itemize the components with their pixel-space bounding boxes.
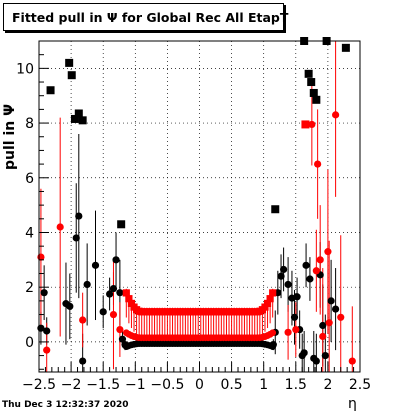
data-point bbox=[284, 280, 292, 289]
data-point-square bbox=[271, 205, 280, 214]
data-point-square bbox=[65, 58, 74, 67]
x-tick-label: 1.5 bbox=[285, 377, 307, 393]
data-point bbox=[109, 284, 118, 293]
data-point bbox=[300, 349, 308, 357]
data-point bbox=[306, 275, 314, 283]
data-point-square bbox=[74, 109, 83, 118]
data-point-square bbox=[78, 116, 87, 125]
data-point bbox=[290, 313, 299, 321]
data-point bbox=[277, 272, 285, 280]
data-point bbox=[116, 325, 124, 334]
y-tick-label: 8 bbox=[25, 116, 34, 132]
data-point bbox=[109, 310, 118, 319]
plateau-square bbox=[127, 299, 136, 308]
data-point bbox=[118, 335, 127, 343]
data-point-square bbox=[46, 86, 55, 95]
x-axis-label: η bbox=[348, 396, 357, 412]
data-point bbox=[327, 297, 335, 305]
data-point bbox=[337, 313, 345, 321]
plateau-square bbox=[266, 295, 274, 303]
data-point-square bbox=[341, 43, 350, 52]
data-point bbox=[106, 290, 114, 298]
data-point bbox=[319, 321, 327, 330]
x-tick-label: 2 bbox=[323, 377, 332, 393]
data-point bbox=[332, 305, 340, 313]
y-tick-label: 0 bbox=[25, 335, 34, 351]
data-point-square bbox=[117, 220, 126, 229]
x-tick-label: 2.5 bbox=[349, 377, 371, 393]
data-point bbox=[348, 357, 356, 365]
data-point bbox=[292, 325, 300, 334]
data-point-square bbox=[312, 95, 321, 104]
plateau-square bbox=[263, 299, 272, 308]
y-tick-label: 10 bbox=[16, 61, 34, 77]
timestamp: Thu Dec 3 12:32:37 2020 bbox=[2, 400, 129, 410]
axes: −2.5 −2 −1.5 −1 −0.5 0 0.5 1 1.5 2 2.5 0 2 4 6 8 10 bbox=[16, 40, 371, 393]
data-point bbox=[91, 261, 100, 269]
y-tick-label: 4 bbox=[25, 225, 34, 241]
x-tick-label: −1.5 bbox=[86, 377, 120, 393]
data-point bbox=[308, 120, 316, 129]
data-point bbox=[312, 357, 320, 365]
x-tick-label: −2.5 bbox=[22, 377, 56, 393]
data-point-square bbox=[309, 88, 318, 97]
data-point bbox=[316, 256, 324, 264]
x-tick-label: −0.5 bbox=[150, 377, 184, 393]
data-point bbox=[325, 319, 333, 327]
data-point-square bbox=[67, 71, 76, 80]
plateau-square bbox=[261, 303, 269, 311]
y-tick-label: 6 bbox=[25, 171, 34, 187]
data-point bbox=[43, 346, 51, 354]
data-point bbox=[302, 261, 310, 269]
data-point bbox=[79, 316, 87, 324]
data-point bbox=[312, 267, 320, 275]
data-point bbox=[332, 111, 340, 119]
x-tick-label: 0.5 bbox=[220, 377, 242, 393]
data-point bbox=[75, 212, 83, 220]
x-tick-label: 1 bbox=[259, 377, 268, 393]
data-point bbox=[280, 265, 288, 274]
data-point bbox=[112, 256, 120, 264]
data-point bbox=[66, 302, 74, 310]
y-axis-label: pull in Ψ bbox=[2, 104, 18, 170]
data-point bbox=[319, 332, 327, 341]
data-point bbox=[56, 223, 64, 231]
x-tick-label: 0 bbox=[195, 377, 204, 393]
data-point bbox=[99, 308, 107, 316]
plateau-square bbox=[122, 289, 130, 297]
data-point bbox=[293, 293, 301, 301]
plateau-circle bbox=[269, 343, 277, 350]
data-point bbox=[284, 328, 292, 336]
x-tick-label: −1 bbox=[125, 377, 146, 393]
data-point-square bbox=[70, 114, 79, 123]
y-tick-label: 2 bbox=[25, 280, 34, 296]
plateau-square bbox=[125, 295, 133, 303]
data-point bbox=[314, 160, 322, 168]
data-point-square bbox=[304, 69, 313, 78]
data-point bbox=[83, 280, 91, 289]
data-point bbox=[72, 234, 80, 242]
data-point-square bbox=[301, 120, 310, 129]
data-point bbox=[324, 248, 332, 256]
x-tick-label: −2 bbox=[61, 377, 82, 393]
data-marks bbox=[37, 37, 356, 372]
data-point bbox=[79, 357, 87, 365]
data-point bbox=[116, 289, 124, 297]
chart-title: Fitted pull in Ψ for Global Rec All Etap… bbox=[3, 3, 288, 31]
data-point-square bbox=[307, 78, 316, 87]
data-point bbox=[40, 289, 48, 297]
plateau-square bbox=[269, 289, 277, 297]
plateau-circle bbox=[269, 329, 277, 337]
data-point bbox=[321, 351, 329, 360]
data-point bbox=[43, 327, 51, 335]
